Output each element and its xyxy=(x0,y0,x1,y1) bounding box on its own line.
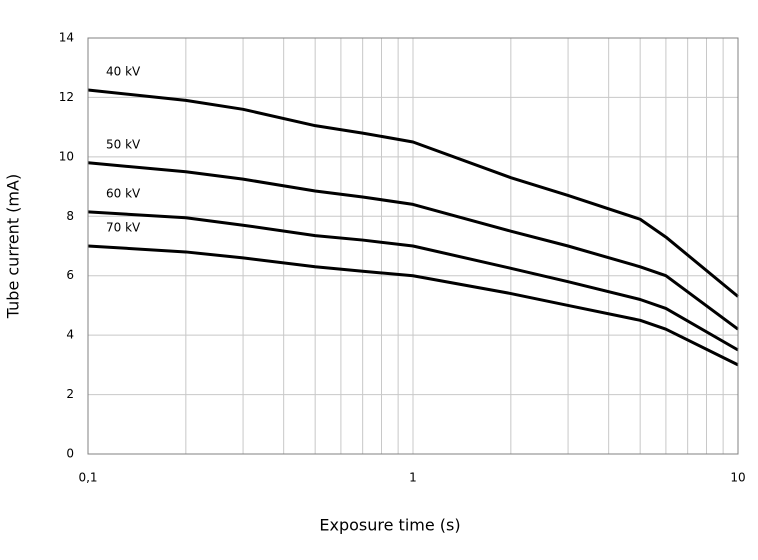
plot-frame xyxy=(87,37,739,455)
x-tick-label: 1 xyxy=(409,471,417,485)
y-axis-title: Tube current (mA) xyxy=(4,174,23,319)
y-tick-label: 10 xyxy=(59,149,74,163)
x-tick-label: 0,1 xyxy=(78,471,97,485)
x-axis-title: Exposure time (s) xyxy=(319,516,460,535)
series-label: 50 kV xyxy=(106,137,141,151)
series-line xyxy=(87,244,739,367)
lines xyxy=(87,88,739,367)
series-label: 60 kV xyxy=(106,186,141,200)
y-tick-label: 6 xyxy=(66,268,74,282)
y-tick-label: 0 xyxy=(66,447,74,461)
series-label: 70 kV xyxy=(106,221,141,235)
y-tick-label: 8 xyxy=(66,209,74,223)
y-tick-label: 14 xyxy=(59,31,74,45)
series-label: 40 kV xyxy=(106,65,141,79)
series-line xyxy=(87,210,739,352)
series-line xyxy=(87,88,739,298)
y-tick-label: 4 xyxy=(66,328,74,342)
x-tick-label: 10 xyxy=(730,471,745,485)
y-tick-label: 2 xyxy=(66,387,74,401)
y-tick-label: 12 xyxy=(59,90,74,104)
series-line xyxy=(87,161,739,331)
grid xyxy=(87,37,739,455)
